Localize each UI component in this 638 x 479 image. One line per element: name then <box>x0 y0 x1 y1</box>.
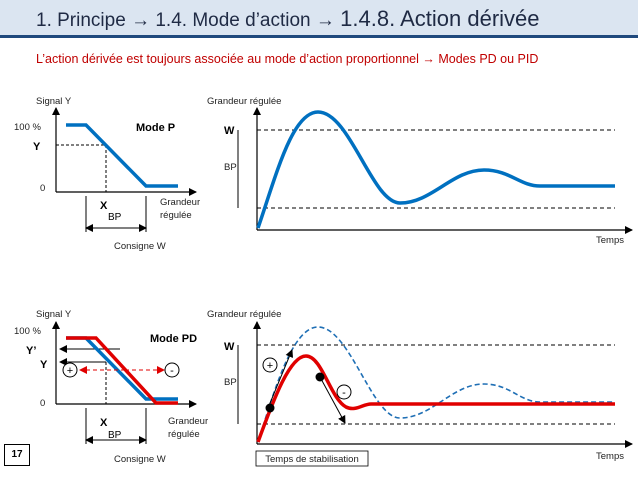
br-axis-label: Grandeur régulée <box>207 309 281 320</box>
br-stabilisation-box <box>255 450 369 467</box>
tl-zero-label: 0 <box>40 183 45 194</box>
tl-signal-label: Signal Y <box>36 96 72 107</box>
bl-pct-label: 100 % <box>14 326 41 337</box>
tl-consigne-label: Consigne W <box>114 241 166 252</box>
bl-bp-label: BP <box>108 430 122 441</box>
bl-y-prime-label: Y’ <box>26 345 36 357</box>
tr-axis-label: Grandeur régulée <box>207 96 281 107</box>
br-minus-label: - <box>342 387 346 399</box>
tl-x-label: X <box>100 200 108 212</box>
title-bar: 1. Principe → 1.4. Mode d’action → 1.4.8… <box>0 0 638 38</box>
br-plus-badge <box>262 357 278 373</box>
br-inflection-dot-2 <box>315 372 325 382</box>
bl-x-label: X <box>100 417 108 429</box>
bl-consigne-label: Consigne W <box>114 454 166 465</box>
tl-bp-label: BP <box>108 212 122 223</box>
br-inflection-dot-1 <box>265 403 275 413</box>
bottom-left-diagram: Signal Y 100 % 0 Y’ Y + - Mode PD X BP G… <box>14 309 208 465</box>
bl-grandeur-line1: Grandeur <box>168 416 208 427</box>
bl-plus-label: + <box>67 365 73 377</box>
br-stabilisation-label: Temps de stabilisation <box>265 454 358 465</box>
tr-time-label: Temps <box>596 235 624 246</box>
br-w-label: W <box>224 341 235 353</box>
tl-grandeur-line2: régulée <box>160 210 192 221</box>
title-middle: 1.4. Mode d’action <box>155 10 311 31</box>
br-tangent-up <box>267 349 294 409</box>
title-prefix: 1. Principe <box>36 10 126 31</box>
br-minus-badge <box>336 384 352 400</box>
bl-grandeur-line2: régulée <box>168 429 200 440</box>
tr-w-label: W <box>224 125 235 137</box>
br-time-label: Temps <box>596 451 624 462</box>
br-bp-label: BP <box>224 377 237 388</box>
bl-y-label: Y <box>40 359 48 371</box>
tr-bp-label: BP <box>224 162 237 173</box>
bl-minus-label: - <box>170 365 174 377</box>
tl-mode-label: Mode P <box>136 122 175 134</box>
tl-p-curve <box>66 123 178 188</box>
top-left-diagram: Signal Y 100 % 0 Y Mode P X BP Grandeur … <box>14 96 200 252</box>
bl-minus-badge <box>164 362 180 378</box>
br-plus-label: + <box>267 360 273 372</box>
bl-plus-badge <box>62 362 78 378</box>
bl-mode-label: Mode PD <box>150 333 197 345</box>
title-arrow-1: → <box>131 10 151 31</box>
bl-signal-label: Signal Y <box>36 309 72 320</box>
tl-pct-label: 100 % <box>14 122 41 133</box>
bl-zero-label: 0 <box>40 398 45 409</box>
page-title: 1. Principe → 1.4. Mode d’action → 1.4.8… <box>36 6 540 32</box>
br-p-response-dashed <box>257 326 615 443</box>
title-arrow-2: → <box>315 10 335 31</box>
bottom-right-diagram: Grandeur régulée W BP + - Temps de stabi… <box>207 309 633 467</box>
page-number: 17 <box>4 444 30 466</box>
tl-grandeur-line1: Grandeur <box>160 197 200 208</box>
title-main: 1.4.8. Action dérivée <box>340 6 540 31</box>
tl-y-label: Y <box>33 141 41 153</box>
subtitle: L’action dérivée est toujours associée a… <box>36 52 539 66</box>
br-pd-response <box>256 354 615 443</box>
tr-response-curve <box>256 110 615 229</box>
top-right-diagram: Grandeur régulée W BP Temps <box>207 96 633 246</box>
br-tangent-down <box>319 376 346 424</box>
